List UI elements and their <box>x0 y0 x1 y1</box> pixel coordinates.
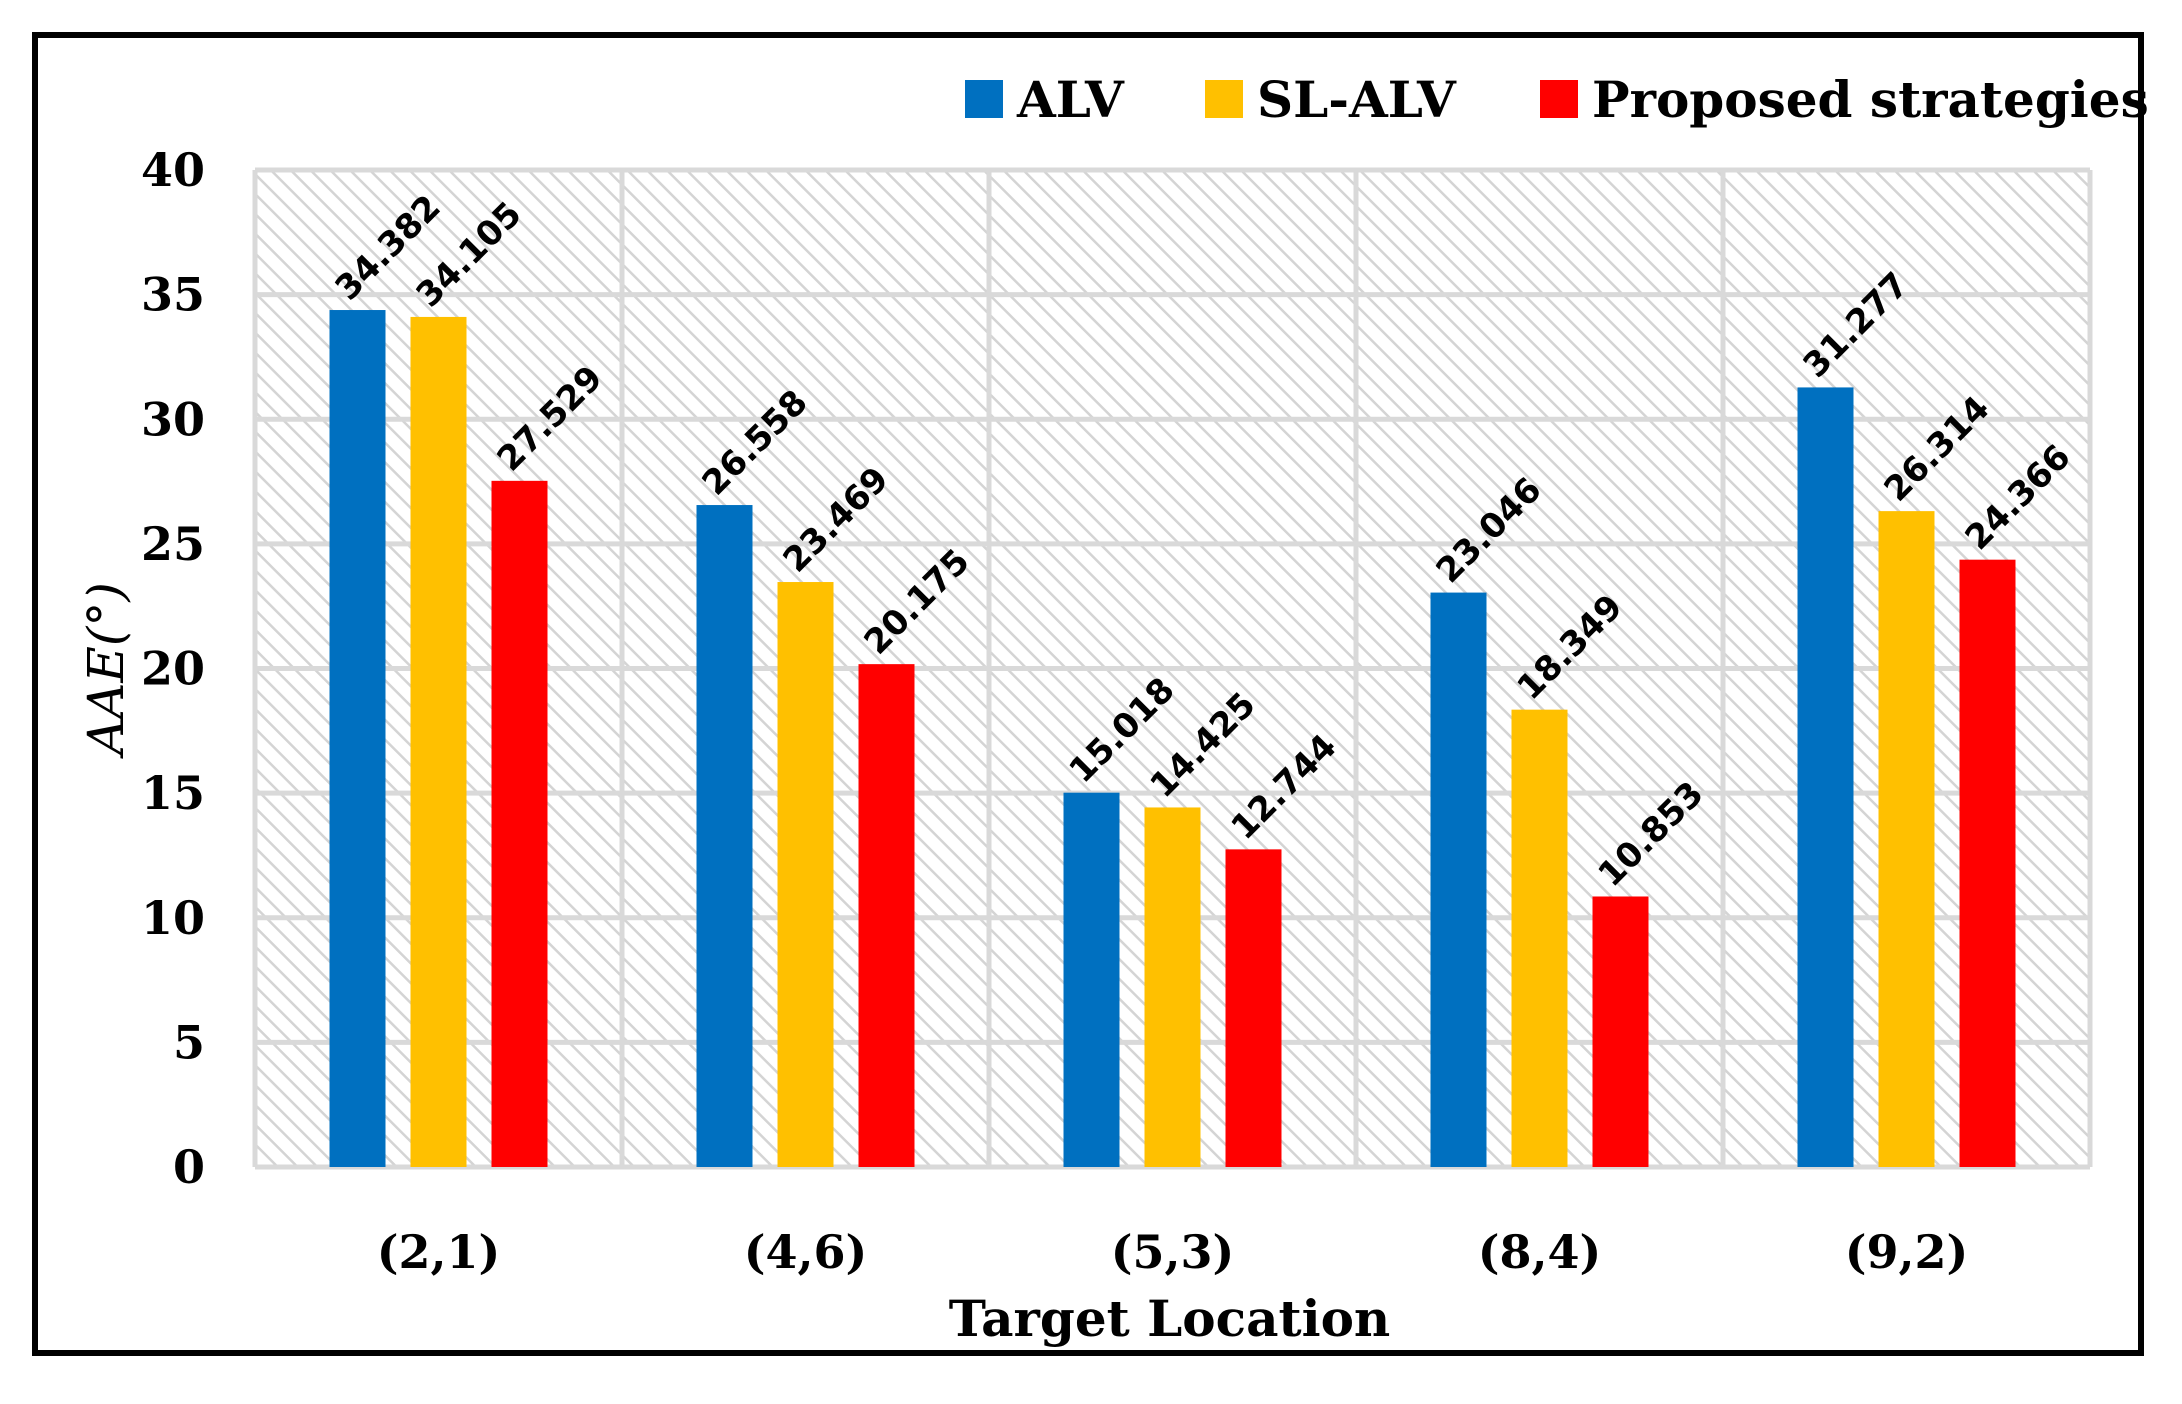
x-category-label: (5,3) <box>1111 1225 1235 1279</box>
legend-swatch <box>965 80 1003 118</box>
bar-sl-alv <box>1878 511 1935 1167</box>
bar-alv <box>1063 792 1120 1167</box>
y-tick-label: 5 <box>173 1015 205 1069</box>
y-tick-label: 25 <box>141 517 205 571</box>
x-category-label: (2,1) <box>377 1225 501 1279</box>
bar-sl-alv <box>1511 709 1568 1167</box>
legend: ALV SL-ALV Proposed strategies <box>965 70 2149 129</box>
y-tick-label: 10 <box>141 891 205 945</box>
bar-alv <box>329 310 386 1167</box>
legend-label: ALV <box>1016 70 1125 129</box>
bar-sl-alv <box>777 582 834 1167</box>
gridlines <box>252 167 2093 1170</box>
x-category-label: (8,4) <box>1478 1225 1602 1279</box>
bars <box>329 310 2016 1167</box>
y-tick-label: 35 <box>141 268 205 322</box>
bar-proposed-strategies <box>491 480 548 1167</box>
bar-proposed-strategies <box>1225 849 1282 1167</box>
bar-alv <box>1430 592 1487 1167</box>
x-axis-title: Target Location <box>949 1289 1391 1348</box>
y-tick-label: 15 <box>141 766 205 820</box>
y-tick-labels: 0 5 10 15 20 25 30 35 40 <box>141 143 205 1194</box>
legend-label: Proposed strategies <box>1592 70 2149 129</box>
y-axis-title: AAE(°) <box>77 582 135 759</box>
x-category-labels: (2,1) (4,6) (5,3) (8,4) (9,2) <box>377 1225 1969 1279</box>
y-tick-label: 20 <box>141 642 205 696</box>
y-tick-label: 30 <box>141 392 205 446</box>
bar-proposed-strategies <box>1959 559 2016 1167</box>
legend-label: SL-ALV <box>1257 70 1457 129</box>
bar-proposed-strategies <box>858 664 915 1167</box>
bar-sl-alv <box>1144 807 1201 1167</box>
bar-alv <box>1797 387 1854 1167</box>
x-category-label: (9,2) <box>1845 1225 1969 1279</box>
bar-alv <box>696 505 753 1167</box>
y-tick-label: 40 <box>141 143 205 197</box>
x-category-label: (4,6) <box>744 1225 868 1279</box>
legend-swatch <box>1540 80 1578 118</box>
legend-swatch <box>1205 80 1243 118</box>
bar-proposed-strategies <box>1592 896 1649 1167</box>
bar-sl-alv <box>410 316 467 1167</box>
y-tick-label: 0 <box>173 1140 205 1194</box>
